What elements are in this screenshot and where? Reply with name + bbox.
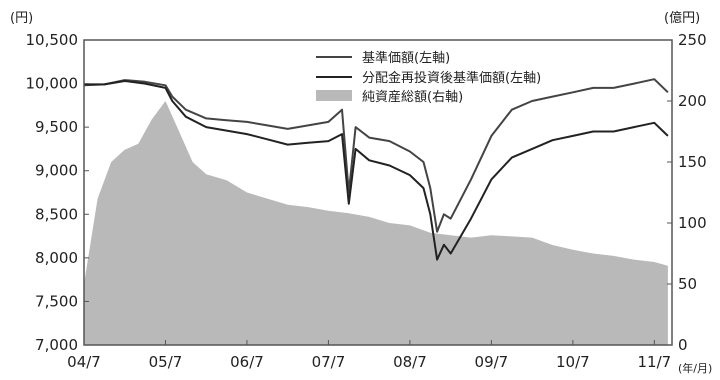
reinvested-nav-line — [84, 80, 669, 261]
x-tick-label: 11/7 — [638, 353, 672, 371]
area-series-layer — [84, 101, 668, 345]
x-tick-label: 06/7 — [230, 353, 264, 371]
x-axis-unit: (年/月) — [678, 361, 712, 375]
legend: 基準価額(左軸) 分配金再投資後基準価額(左軸) 純資産総額(右軸) — [316, 50, 541, 105]
left-tick-label: 8,500 — [35, 205, 78, 223]
right-tick-label: 250 — [678, 31, 707, 49]
legend-label-nav: 基準価額(左軸) — [362, 50, 450, 66]
legend-label-net-assets: 純資産総額(右軸) — [362, 89, 463, 105]
left-tick-label: 9,000 — [35, 162, 78, 180]
x-tick-label: 05/7 — [149, 353, 183, 371]
x-tick-label: 10/7 — [556, 353, 590, 371]
x-tick-label: 08/7 — [393, 353, 427, 371]
net-assets-area — [84, 101, 668, 345]
line-series-layer — [83, 78, 669, 261]
right-tick-label: 100 — [678, 214, 707, 232]
right-tick-label: 50 — [678, 275, 697, 293]
left-tick-label: 10,500 — [26, 31, 79, 49]
legend-swatch-net-assets — [316, 90, 352, 101]
tick-layer: 7,000 7,500 8,000 8,500 9,000 9,500 10,000 10,5… — [26, 31, 707, 371]
right-tick-label: 200 — [678, 92, 707, 110]
right-tick-label: 0 — [678, 336, 688, 354]
x-tick-label: 09/7 — [475, 353, 509, 371]
legend-label-reinvested: 分配金再投資後基準価額(左軸) — [362, 70, 541, 86]
left-tick-label: 8,000 — [35, 249, 78, 267]
right-axis-unit: (億円) — [664, 10, 700, 26]
x-tick-label: 07/7 — [312, 353, 346, 371]
left-tick-label: 7,000 — [35, 336, 78, 354]
plot-frame — [83, 39, 673, 346]
left-tick-label: 7,500 — [35, 292, 78, 310]
left-tick-label: 10,000 — [26, 75, 79, 93]
right-tick-label: 150 — [678, 153, 707, 171]
left-tick-label: 9,500 — [35, 118, 78, 136]
left-axis-unit: (円) — [10, 11, 33, 26]
nav-line — [83, 78, 669, 233]
x-tick-label: 04/7 — [67, 353, 101, 371]
